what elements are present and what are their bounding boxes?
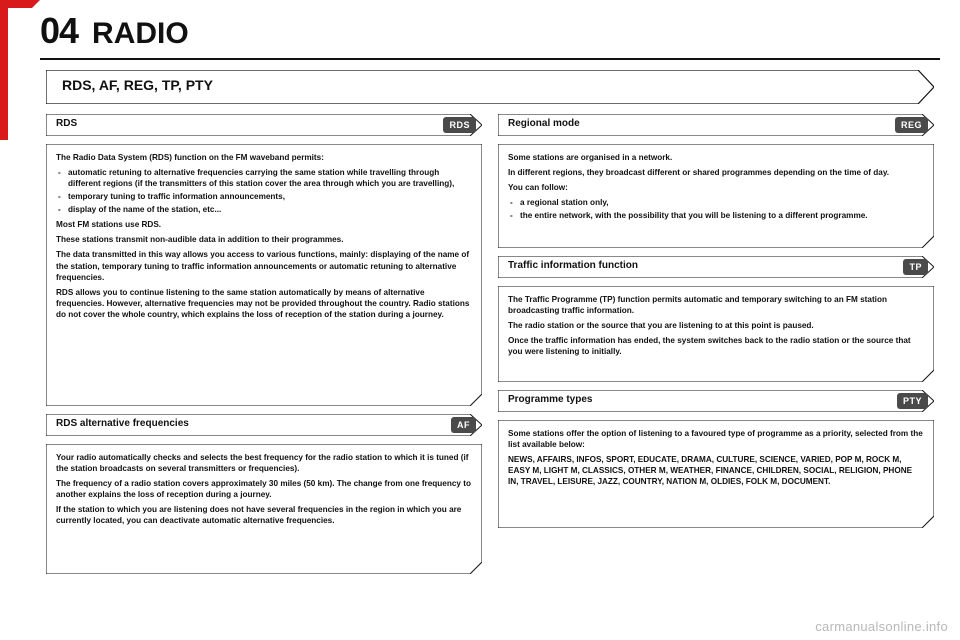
paragraph: RDS allows you to continue listening to …	[56, 287, 472, 320]
panel-body-reg: Some stations are organised in a network…	[498, 144, 934, 248]
tp-text: The Traffic Programme (TP) function perm…	[508, 294, 924, 357]
panel-body-pty: Some stations offer the option of listen…	[498, 420, 934, 528]
list-item: display of the name of the station, etc.…	[56, 204, 472, 215]
list-item: a regional station only,	[508, 197, 924, 208]
pty-text: Some stations offer the option of listen…	[508, 428, 924, 487]
watermark: carmanualsonline.info	[815, 619, 948, 634]
reg-text: Some stations are organised in a network…	[508, 152, 924, 221]
panel-label: Traffic information function	[508, 260, 638, 271]
paragraph: Some stations offer the option of listen…	[508, 428, 924, 450]
list-item: automatic retuning to alternative freque…	[56, 167, 472, 189]
paragraph: The data transmitted in this way allows …	[56, 249, 472, 282]
paragraph: The Radio Data System (RDS) function on …	[56, 152, 472, 163]
paragraph: You can follow:	[508, 182, 924, 193]
af-text: Your radio automatically checks and sele…	[56, 452, 472, 526]
list-item: the entire network, with the possibility…	[508, 210, 924, 221]
paragraph: Some stations are organised in a network…	[508, 152, 924, 163]
panel-label: Regional mode	[508, 118, 580, 129]
paragraph: Your radio automatically checks and sele…	[56, 452, 472, 474]
section-title: RADIO	[92, 17, 189, 51]
paragraph: Most FM stations use RDS.	[56, 219, 472, 230]
paragraph: The Traffic Programme (TP) function perm…	[508, 294, 924, 316]
page: 04 RADIO RDS, AF, REG, TP, PTY RDS RDS	[0, 0, 960, 640]
subtitle-bar: RDS, AF, REG, TP, PTY	[46, 70, 934, 104]
paragraph: The frequency of a radio station covers …	[56, 478, 472, 500]
accent-corner	[0, 0, 40, 140]
paragraph: In different regions, they broadcast dif…	[508, 167, 924, 178]
bullet-list: automatic retuning to alternative freque…	[56, 167, 472, 215]
panel-body-af: Your radio automatically checks and sele…	[46, 444, 482, 574]
panel-body-rds: The Radio Data System (RDS) function on …	[46, 144, 482, 406]
bullet-list: a regional station only, the entire netw…	[508, 197, 924, 221]
rds-text: The Radio Data System (RDS) function on …	[56, 152, 472, 320]
panel-head-rds: RDS RDS	[46, 114, 482, 136]
panel-head-af: RDS alternative frequencies AF	[46, 414, 482, 436]
paragraph: NEWS, AFFAIRS, INFOS, SPORT, EDUCATE, DR…	[508, 454, 924, 487]
panel-head-pty: Programme types PTY	[498, 390, 934, 412]
panel-label: RDS	[56, 118, 77, 129]
title-row: 04 RADIO	[40, 10, 940, 52]
panel-label: RDS alternative frequencies	[56, 418, 189, 429]
paragraph: Once the traffic information has ended, …	[508, 335, 924, 357]
rds-icon: RDS	[443, 117, 476, 133]
columns: RDS RDS The Radio Data System (RDS) func…	[46, 114, 934, 634]
left-column: RDS RDS The Radio Data System (RDS) func…	[46, 114, 482, 634]
tp-icon: TP	[903, 259, 928, 275]
paragraph: These stations transmit non-audible data…	[56, 234, 472, 245]
title-rule	[40, 58, 940, 60]
subtitle-text: RDS, AF, REG, TP, PTY	[62, 77, 213, 93]
paragraph: The radio station or the source that you…	[508, 320, 924, 331]
paragraph: If the station to which you are listenin…	[56, 504, 472, 526]
section-number: 04	[40, 10, 78, 52]
list-item: temporary tuning to traffic information …	[56, 191, 472, 202]
panel-head-tp: Traffic information function TP	[498, 256, 934, 278]
af-icon: AF	[451, 417, 476, 433]
pty-icon: PTY	[897, 393, 928, 409]
panel-head-reg: Regional mode REG	[498, 114, 934, 136]
reg-icon: REG	[895, 117, 928, 133]
panel-label: Programme types	[508, 394, 592, 405]
panel-body-tp: The Traffic Programme (TP) function perm…	[498, 286, 934, 382]
right-column: Regional mode REG Some stations are orga…	[498, 114, 934, 634]
content-area: 04 RADIO RDS, AF, REG, TP, PTY RDS RDS	[40, 10, 940, 620]
